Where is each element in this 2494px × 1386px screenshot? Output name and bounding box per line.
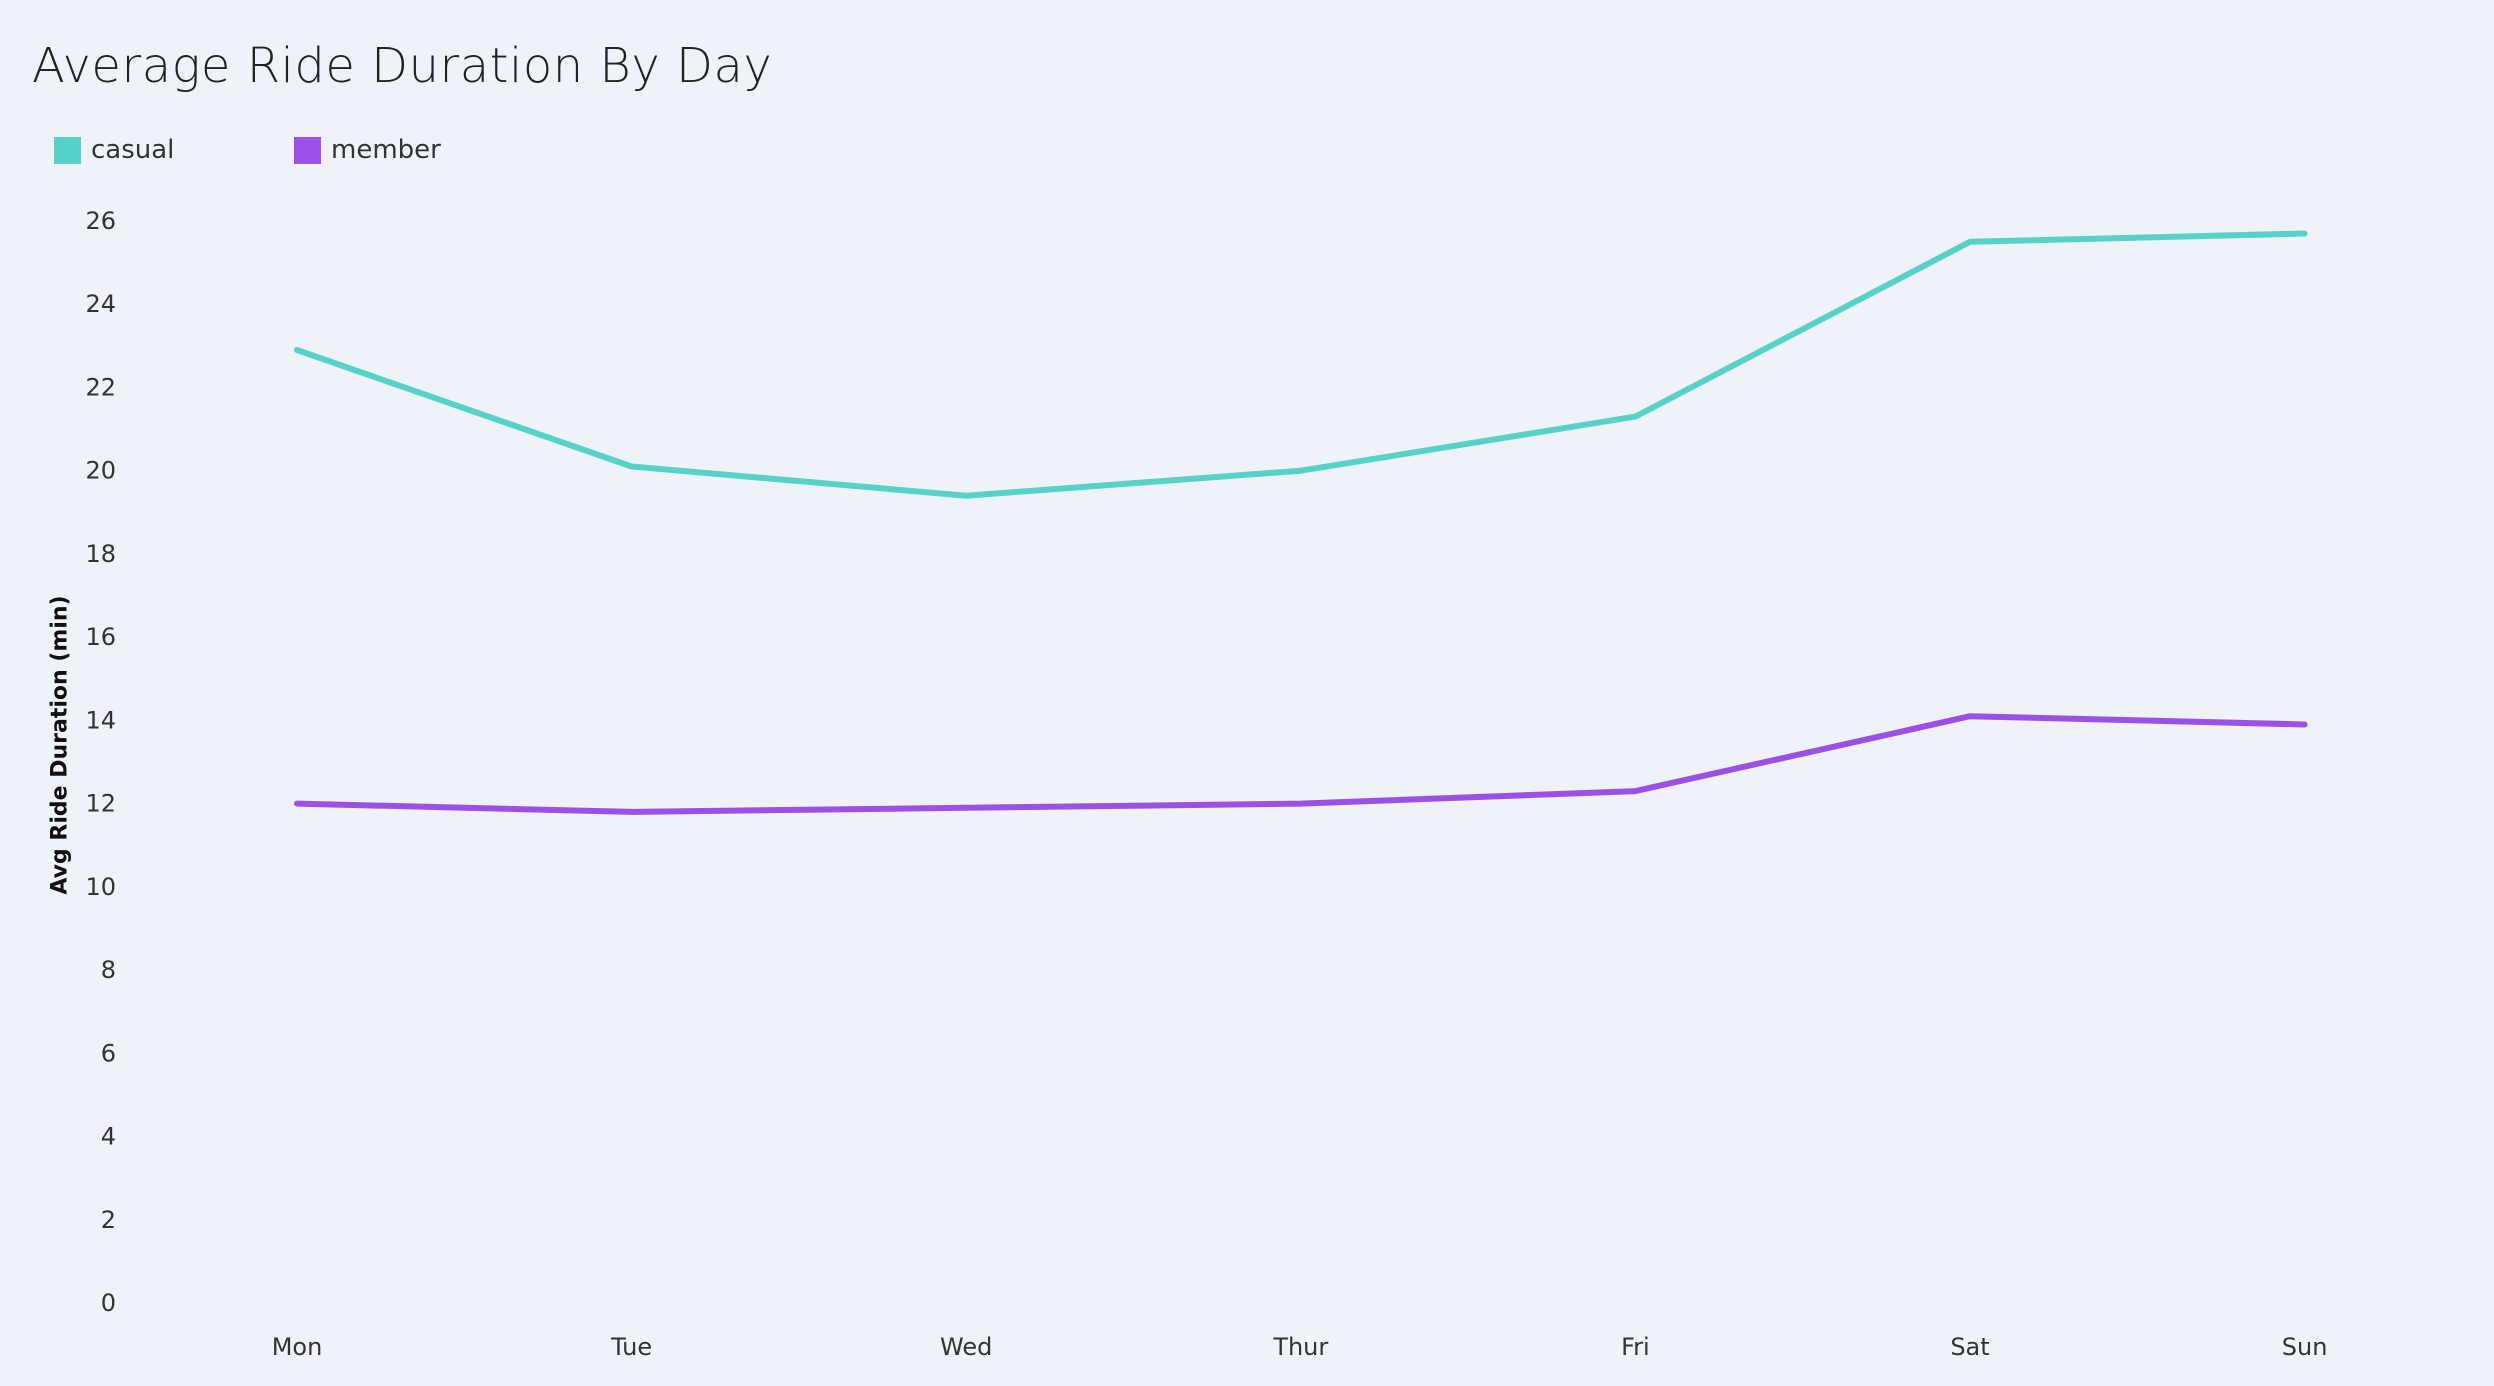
legend-swatch-member [294,136,321,164]
x-tick-label-sat: Sat [1950,1333,1989,1361]
series-lines [294,230,2308,815]
x-axis-ticks: Mon Tue Wed Thur Fri Sat Sun [272,1333,2328,1361]
legend-label-casual: casual [91,135,175,165]
series-line-casual[interactable] [294,230,2308,499]
series-line-member[interactable] [294,713,2308,815]
y-tick-label-12: 24 [85,290,116,318]
legend-label-member: member [331,135,441,165]
y-tick-label-2: 4 [101,1123,116,1151]
y-tick-label-1: 2 [101,1206,116,1234]
y-tick-label-5: 10 [85,873,116,901]
x-tick-label-thur: Thur [1272,1333,1328,1361]
y-tick-label-7: 14 [85,706,116,734]
x-tick-label-wed: Wed [940,1333,992,1361]
y-tick-label-6: 12 [85,790,116,818]
x-tick-label-tue: Tue [610,1333,652,1361]
y-tick-label-13: 26 [85,207,116,235]
y-tick-label-10: 20 [85,457,116,485]
y-tick-label-4: 8 [101,956,116,984]
chart-title: Average Ride Duration By Day [32,38,773,94]
y-tick-label-8: 16 [85,623,116,651]
legend-swatch-casual [54,136,81,164]
y-tick-label-3: 6 [101,1039,116,1067]
x-tick-label-sun: Sun [2282,1333,2328,1361]
y-tick-label-9: 18 [85,540,116,568]
x-tick-label-fri: Fri [1621,1333,1650,1361]
x-tick-label-mon: Mon [272,1333,323,1361]
legend-item-casual[interactable]: casual [54,132,174,168]
legend-item-member[interactable]: member [294,132,441,168]
y-tick-label-0: 0 [101,1289,116,1317]
y-tick-label-11: 22 [85,373,116,401]
